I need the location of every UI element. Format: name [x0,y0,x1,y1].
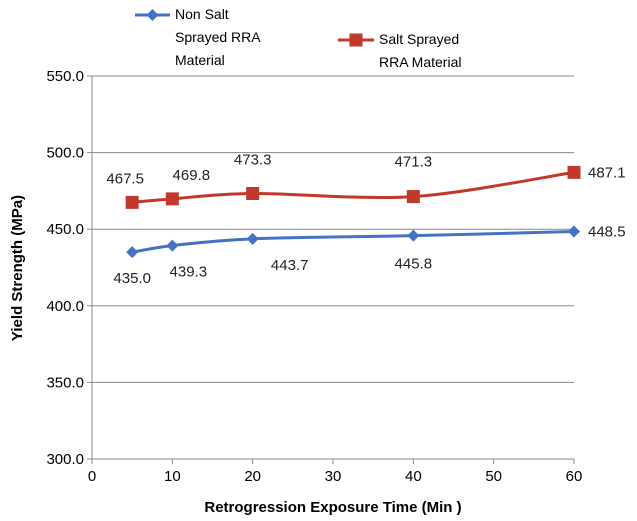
y-tick-label: 450.0 [46,221,84,238]
data-point-0-3 [407,229,420,242]
series-line-0 [131,229,575,254]
x-tick-label: 20 [244,468,261,485]
y-tick-label: 550.0 [46,68,84,85]
data-label: 487.1 [588,164,626,181]
legend-swatch-marker-1 [349,33,363,47]
data-label: 448.5 [588,223,626,240]
legend-swatch-marker-0 [146,9,159,21]
y-tick-label: 400.0 [46,298,84,315]
data-label: 473.3 [234,152,272,169]
data-point-1-2 [246,187,260,201]
data-point-1-4 [567,165,581,179]
legend-label: Salt Sprayed [379,31,459,47]
x-tick-label: 40 [405,468,422,485]
x-tick-label: 50 [485,468,502,485]
data-labels: 435.0 439.3 443.7 445.8 448.5 467.5 469.8 473.3… [106,152,625,288]
gridlines [92,75,574,460]
data-point-1-1 [165,192,179,206]
legend-label: Sprayed RRA [175,29,261,45]
data-point-0-0 [126,246,139,259]
data-label: 467.5 [106,170,144,187]
legend-label: RRA Material [379,54,461,70]
legend-label: Non Salt [175,6,229,22]
y-tick-labels: 300.0 350.0 400.0 450.0 500.0 550.0 [46,68,84,468]
data-label: 435.0 [113,270,151,287]
y-tick-label: 350.0 [46,374,84,391]
x-tick-label: 0 [88,468,96,485]
data-point-0-4 [568,225,580,238]
y-tick-label: 500.0 [46,145,84,162]
data-label: 439.3 [170,264,208,281]
axes [87,75,575,464]
legend: Non Salt Sprayed RRA Material Salt Sprayed R… [135,6,461,70]
x-tick-label: 60 [566,468,583,485]
data-point-0-1 [166,239,179,252]
data-point-1-0 [125,195,139,209]
x-axis-title: Retrogression Exposure Time (Min ) [204,499,461,516]
data-label: 445.8 [395,256,433,273]
x-tick-label: 10 [164,468,181,485]
legend-label: Material [175,52,225,68]
data-label: 469.8 [173,167,211,184]
y-tick-label: 300.0 [46,451,84,468]
data-label: 443.7 [271,257,309,274]
data-point-0-2 [246,232,259,245]
data-label: 471.3 [395,154,433,171]
x-tick-label: 30 [325,468,342,485]
data-point-1-3 [406,190,420,204]
x-tick-labels: 0 10 20 30 40 50 60 [88,468,583,485]
y-axis-title: Yield Strength (MPa) [9,195,26,341]
series-layer [125,165,581,259]
